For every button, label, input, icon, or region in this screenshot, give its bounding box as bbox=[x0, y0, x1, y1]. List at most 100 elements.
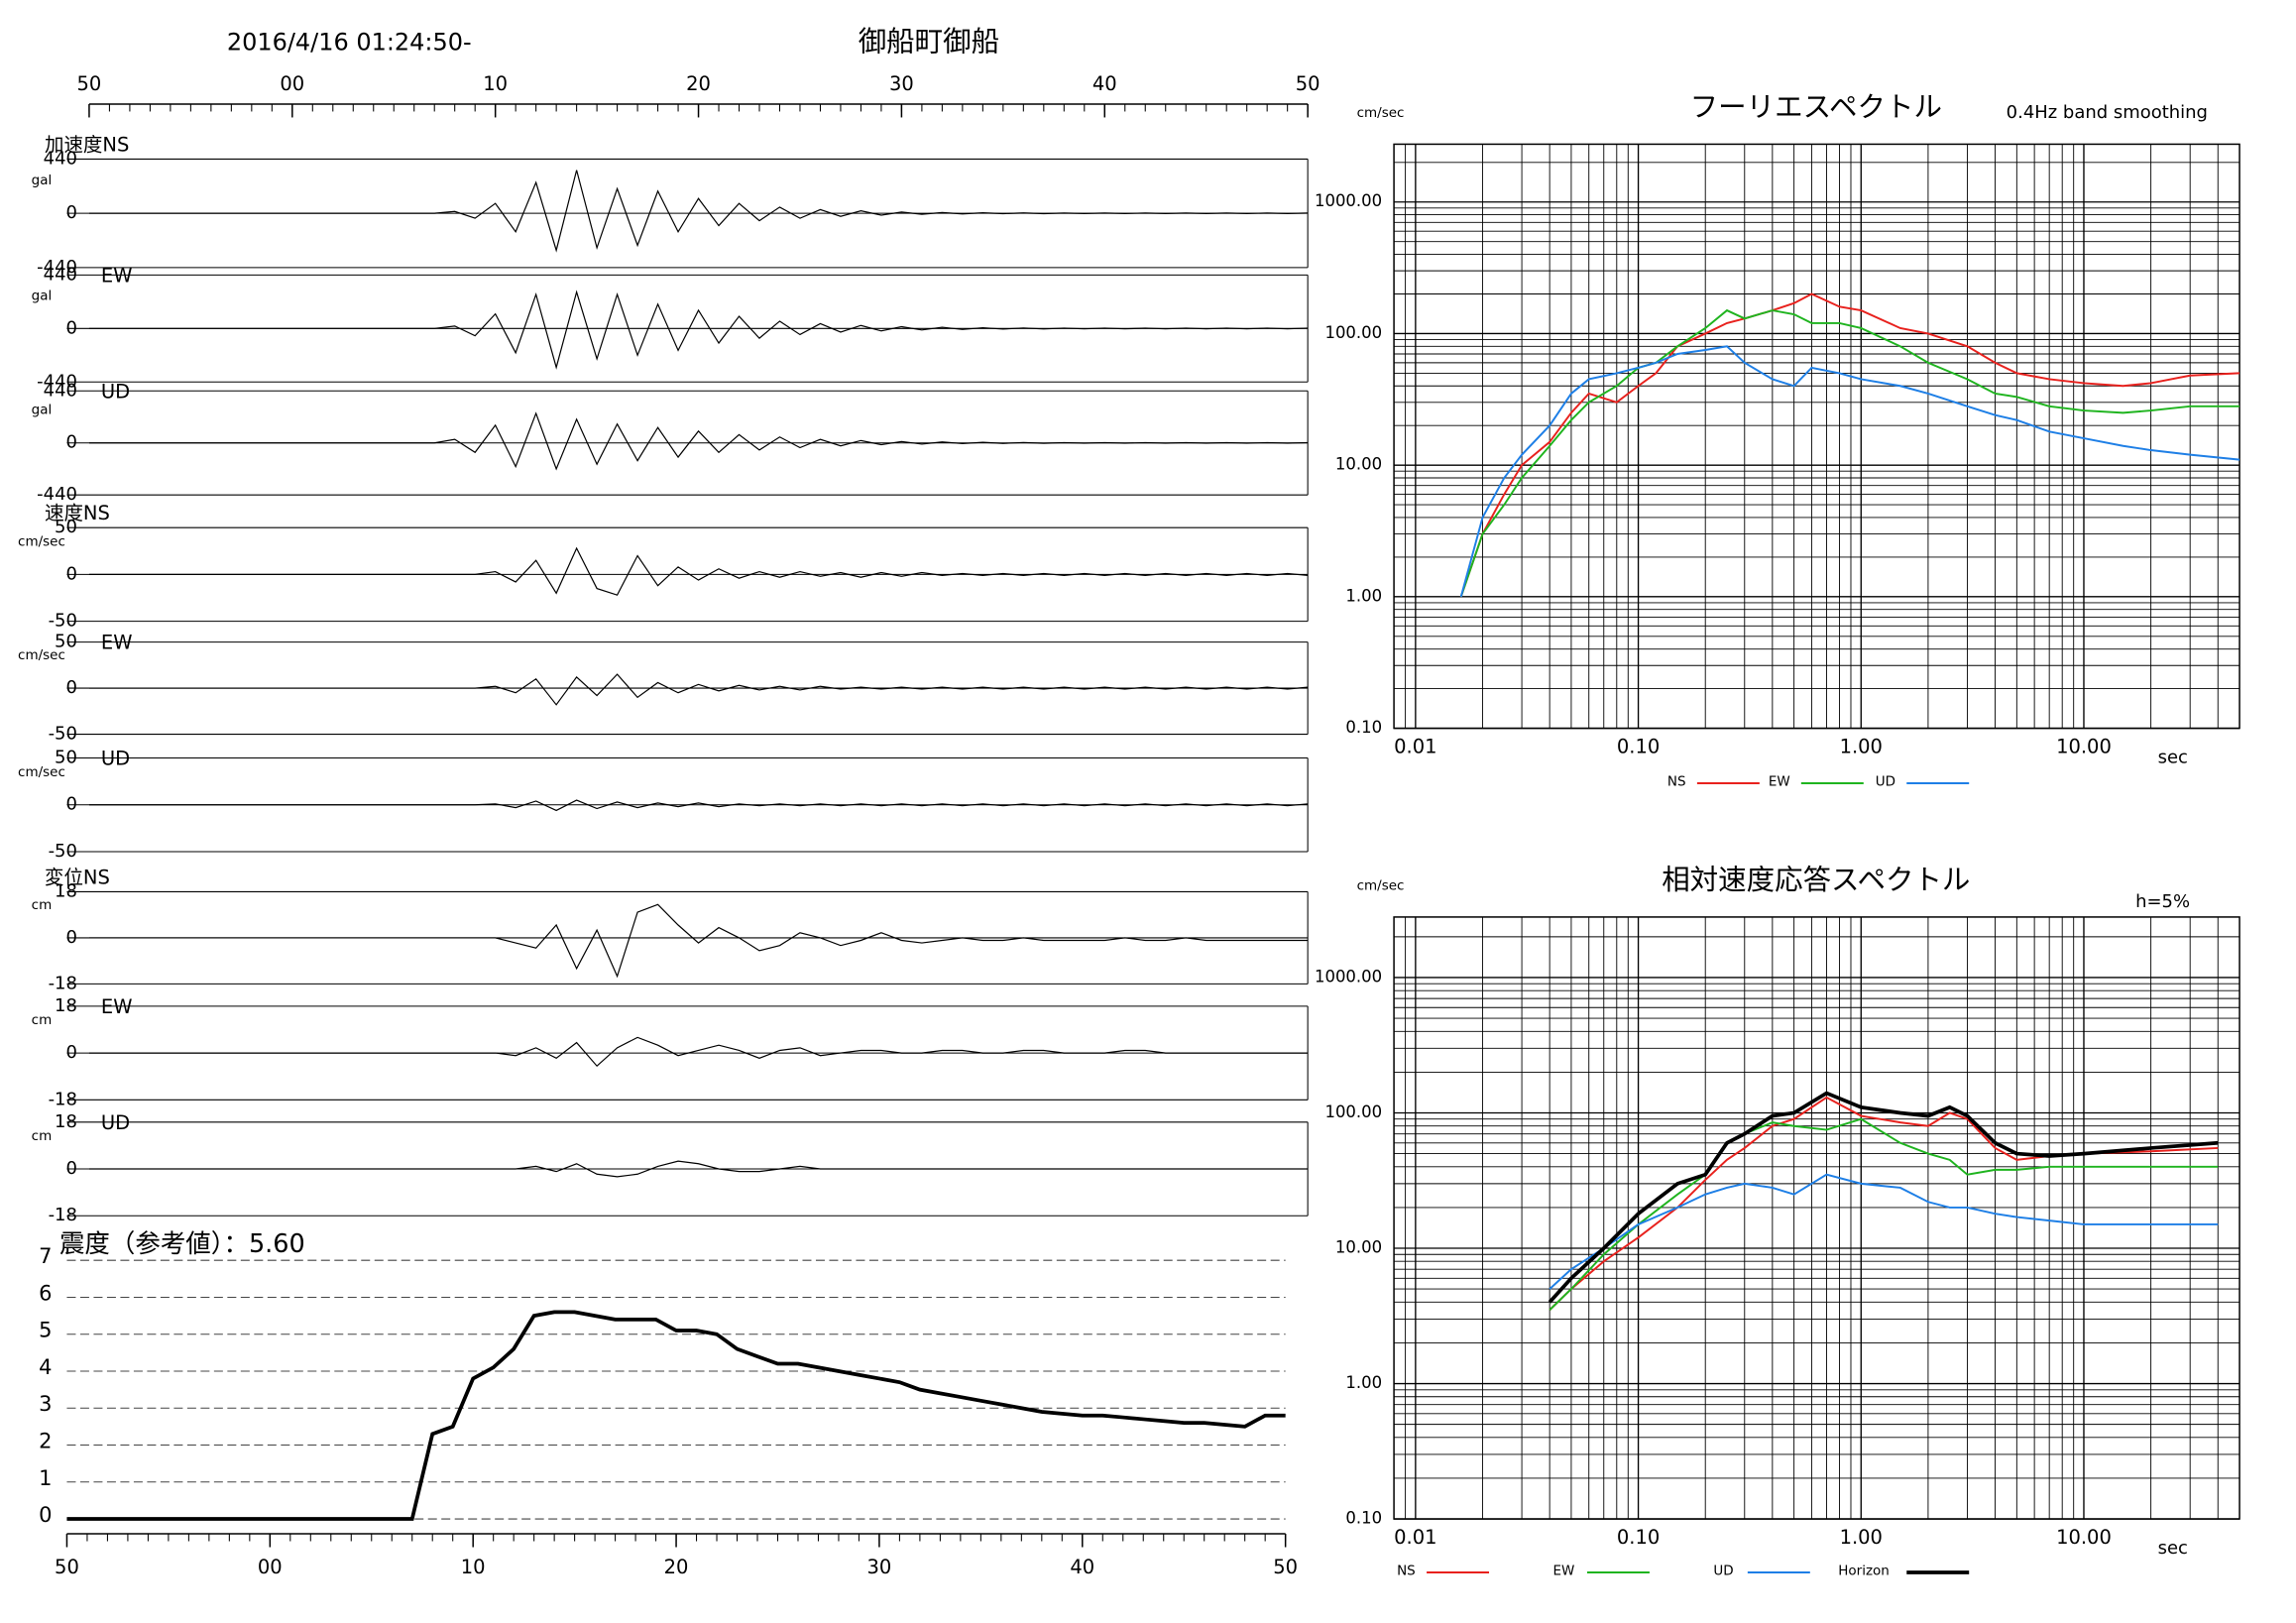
x-tick-label: 00 bbox=[280, 72, 304, 95]
y-tick-label: -18 bbox=[49, 973, 77, 993]
y-tick-label: 100.00 bbox=[1324, 1102, 1382, 1121]
chart-title: フーリエスペクトル bbox=[1690, 90, 1942, 123]
x-tick-label: 20 bbox=[664, 1556, 689, 1578]
x-tick-label: 10.00 bbox=[2056, 736, 2112, 758]
series-line bbox=[1549, 1173, 2219, 1290]
x-axis-unit: sec bbox=[2158, 1538, 2188, 1559]
y-tick-label: -18 bbox=[49, 1089, 77, 1109]
y-axis-unit: cm/sec bbox=[1357, 105, 1405, 121]
series-line bbox=[1459, 292, 2240, 598]
x-tick-label: 1.00 bbox=[1840, 1526, 1883, 1549]
x-tick-label: 50 bbox=[77, 72, 102, 95]
y-tick-label: 18 bbox=[55, 1111, 77, 1132]
y-tick-label: 5 bbox=[39, 1319, 52, 1342]
panel-label: 速度NS bbox=[45, 502, 110, 524]
y-tick-label: -440 bbox=[37, 257, 77, 278]
x-tick-label: 10.00 bbox=[2056, 1526, 2112, 1549]
y-tick-label: 50 bbox=[55, 632, 77, 652]
x-tick-label: 50 bbox=[1296, 72, 1320, 95]
x-tick-label: 30 bbox=[867, 1556, 892, 1578]
series-line bbox=[1548, 1091, 2219, 1304]
x-tick-label: 40 bbox=[1092, 72, 1117, 95]
y-tick-label: 440 bbox=[44, 264, 77, 285]
x-tick-label: 10 bbox=[483, 72, 508, 95]
y-tick-label: 4 bbox=[39, 1355, 52, 1379]
series-line bbox=[1549, 1096, 2219, 1311]
x-tick-label: 0.10 bbox=[1617, 736, 1660, 758]
waveform bbox=[88, 546, 1309, 596]
x-tick-label: 40 bbox=[1070, 1556, 1094, 1578]
y-tick-label: 18 bbox=[55, 880, 77, 901]
x-tick-label: 00 bbox=[258, 1556, 283, 1578]
x-tick-label: 0.01 bbox=[1394, 736, 1436, 758]
y-tick-label: 6 bbox=[39, 1281, 52, 1305]
unit-label: cm/sec bbox=[18, 533, 65, 549]
x-tick-label: 50 bbox=[1273, 1556, 1298, 1578]
chart-title: 相対速度応答スペクトル bbox=[1662, 864, 1970, 896]
y-tick-label: 100.00 bbox=[1324, 323, 1382, 342]
waveform bbox=[88, 411, 1309, 471]
x-tick-label: 0.10 bbox=[1617, 1526, 1660, 1549]
waveform bbox=[88, 799, 1309, 812]
y-axis-unit: cm/sec bbox=[1357, 877, 1405, 893]
y-tick-label: 440 bbox=[44, 380, 77, 401]
chart-title: 震度（参考値）：5.60 bbox=[59, 1229, 305, 1259]
series-line bbox=[1459, 345, 2240, 598]
unit-label: cm bbox=[32, 1012, 53, 1028]
series-line bbox=[1459, 308, 2240, 598]
y-tick-label: 2 bbox=[39, 1430, 52, 1453]
y-tick-label: 10.00 bbox=[1335, 455, 1382, 474]
y-tick-label: -50 bbox=[49, 611, 77, 632]
panel-label: 変位NS bbox=[45, 866, 110, 888]
x-tick-label: 20 bbox=[686, 72, 711, 95]
y-tick-label: 440 bbox=[44, 148, 77, 169]
y-tick-label: 0.10 bbox=[1345, 1509, 1382, 1528]
y-tick-label: -50 bbox=[49, 724, 77, 745]
waveform bbox=[88, 1036, 1309, 1068]
x-tick-label: 0.01 bbox=[1394, 1526, 1436, 1549]
y-tick-label: 1 bbox=[39, 1466, 52, 1490]
unit-label: cm/sec bbox=[18, 647, 65, 663]
station-name: 御船町御船 bbox=[859, 26, 999, 58]
x-tick-label: 1.00 bbox=[1840, 736, 1883, 758]
chart-subtitle: h=5% bbox=[2135, 891, 2190, 912]
legend-label: UD bbox=[1713, 1564, 1733, 1579]
legend-label: EW bbox=[1552, 1564, 1574, 1579]
waveform bbox=[88, 290, 1309, 370]
y-tick-label: 1000.00 bbox=[1315, 191, 1382, 210]
x-tick-label: 30 bbox=[889, 72, 914, 95]
legend-label: EW bbox=[1769, 774, 1790, 790]
series-line bbox=[1549, 1117, 2219, 1311]
y-tick-label: 3 bbox=[39, 1392, 52, 1416]
y-tick-label: 10.00 bbox=[1335, 1238, 1382, 1257]
panel-label: 加速度NS bbox=[45, 133, 129, 156]
unit-label: cm bbox=[32, 1128, 53, 1144]
unit-label: cm/sec bbox=[18, 764, 65, 780]
waveform bbox=[88, 903, 1309, 979]
x-axis-unit: sec bbox=[2158, 748, 2188, 768]
y-tick-label: 18 bbox=[55, 995, 77, 1016]
x-tick-label: 50 bbox=[55, 1556, 79, 1578]
y-tick-label: 0.10 bbox=[1345, 718, 1382, 737]
y-tick-label: -440 bbox=[37, 484, 77, 505]
legend-label: UD bbox=[1876, 774, 1895, 790]
y-tick-label: 50 bbox=[55, 748, 77, 768]
x-tick-label: 10 bbox=[461, 1556, 486, 1578]
legend-label: NS bbox=[1397, 1564, 1416, 1579]
chart-subtitle: 0.4Hz band smoothing bbox=[2007, 102, 2208, 123]
datetime: 2016/4/16 01:24:50- bbox=[227, 29, 472, 57]
unit-label: gal bbox=[32, 173, 53, 188]
unit-label: gal bbox=[32, 403, 53, 418]
unit-label: cm bbox=[32, 897, 53, 913]
y-tick-label: 1.00 bbox=[1345, 586, 1382, 605]
y-tick-label: 7 bbox=[39, 1244, 52, 1268]
legend-label: Horizon bbox=[1838, 1564, 1890, 1579]
y-tick-label: 1.00 bbox=[1345, 1373, 1382, 1392]
y-tick-label: 1000.00 bbox=[1315, 967, 1382, 985]
waveform bbox=[88, 1160, 1309, 1178]
waveform bbox=[88, 673, 1309, 706]
unit-label: gal bbox=[32, 288, 53, 303]
waveform bbox=[88, 170, 1309, 253]
